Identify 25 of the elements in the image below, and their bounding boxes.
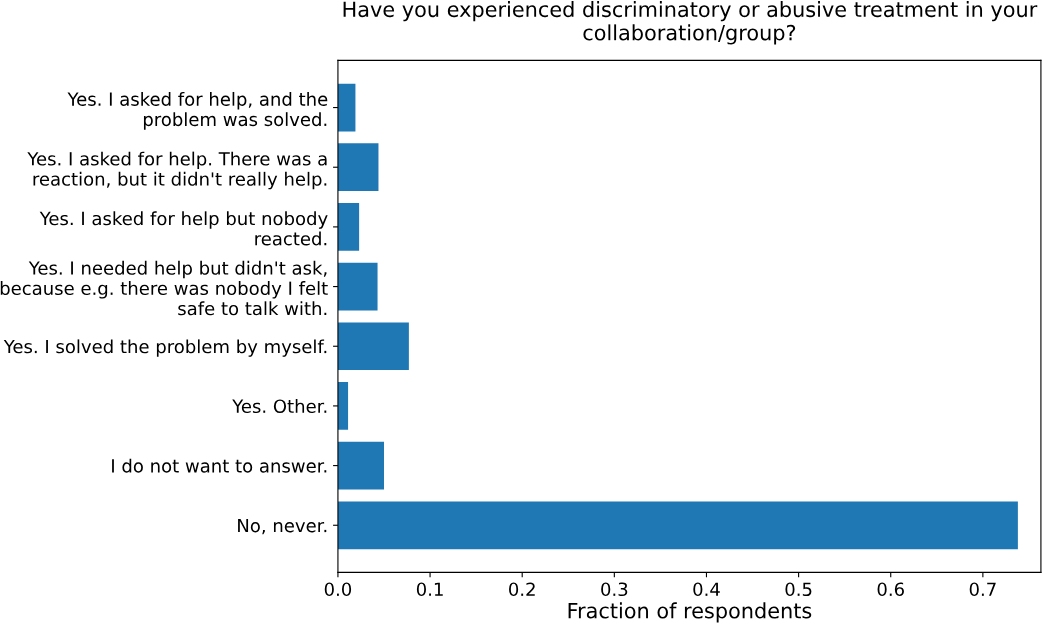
y-tick-label: Yes. I asked for help but nobody reacted. xyxy=(39,211,328,246)
y-tick-label: Yes. I asked for help, and the problem was solved. xyxy=(67,91,328,130)
y-tick-label: No, never. xyxy=(238,518,327,535)
x-tick-label: 0.2 xyxy=(509,582,535,597)
x-tick-label: 0.5 xyxy=(785,582,812,597)
x-axis-title: Fraction of respondents xyxy=(568,602,812,623)
bar xyxy=(337,501,1018,550)
y-tick-label: Yes. I solved the problem by myself. xyxy=(3,339,327,357)
y-tick-label: Yes. Other. xyxy=(232,399,327,414)
bar xyxy=(337,322,409,371)
bar xyxy=(337,262,378,311)
x-tick-label: 0.6 xyxy=(877,582,904,597)
y-tick-label: Yes. I needed help but didn't ask, because e.g. there was nobody I felt safe to talk with. xyxy=(0,260,328,316)
x-tick-label: 0.1 xyxy=(416,582,443,597)
x-tick-label: 0.0 xyxy=(324,582,352,597)
bar xyxy=(337,143,379,192)
chart-title: Have you experienced discriminatory or abusive treatment in your collaboration/group? xyxy=(343,1,1038,45)
x-tick-label: 0.7 xyxy=(969,582,996,597)
bar xyxy=(337,441,384,490)
x-tick-label: 0.4 xyxy=(693,582,720,597)
bar xyxy=(337,83,356,132)
y-tick-label: Yes. I asked for help. There was a reaction, but it didn't really help. xyxy=(27,151,327,190)
y-tick-label: I do not want to answer. xyxy=(112,458,327,473)
bar xyxy=(337,203,360,251)
x-tick-label: 0.3 xyxy=(601,582,628,597)
